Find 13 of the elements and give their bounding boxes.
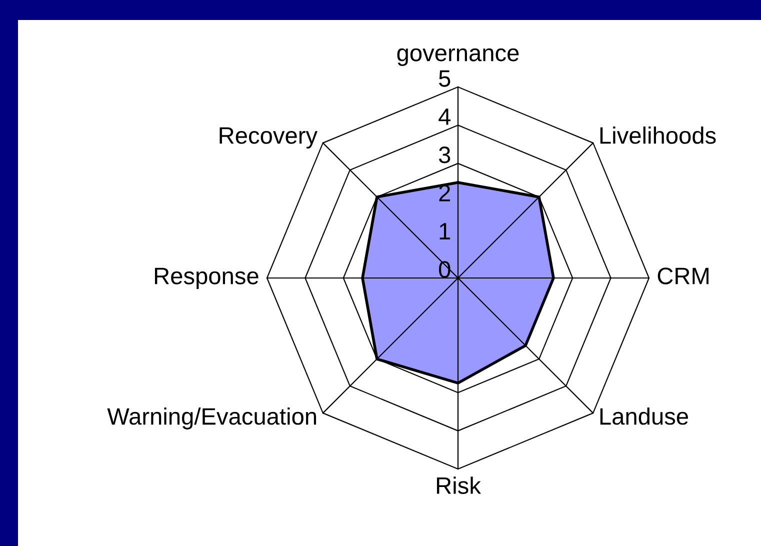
spoke-label: governance xyxy=(397,48,519,66)
y-tick-label: 1 xyxy=(440,223,450,240)
spoke-label: Landuse xyxy=(600,407,688,425)
y-tick-label: 5 xyxy=(439,70,450,87)
y-tick-label: 4 xyxy=(438,108,451,125)
spoke-label: Recovery xyxy=(220,127,318,149)
spoke-label: Warning/Evacuation xyxy=(107,407,316,430)
spoke-label: Response xyxy=(154,268,258,290)
spoke-label: Livelihoods xyxy=(600,126,716,144)
y-tick-label: 0 xyxy=(438,261,450,278)
spoke-label: Risk xyxy=(436,476,481,494)
spoke-label: CRM xyxy=(658,268,708,284)
y-tick-label: 3 xyxy=(438,146,450,164)
